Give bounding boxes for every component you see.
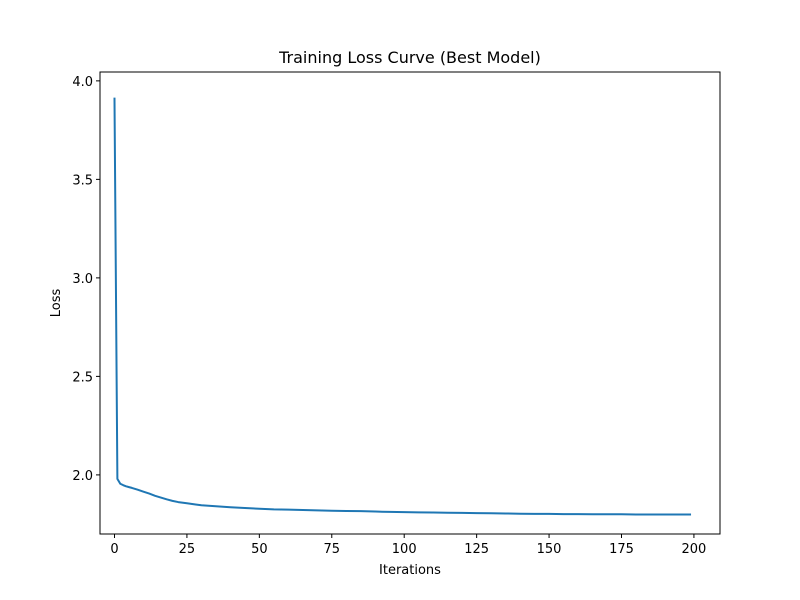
loss-series-line [113, 97, 692, 516]
x-tick-label: 100 [392, 542, 417, 557]
x-tick-label: 150 [537, 542, 562, 557]
x-tick-label: 200 [682, 542, 707, 557]
y-tick-label: 2.5 [72, 370, 93, 385]
y-tick-label: 4.0 [72, 75, 93, 90]
x-tick-label: 75 [324, 542, 341, 557]
x-tick-label: 25 [179, 542, 196, 557]
y-tick-label: 3.0 [72, 272, 93, 287]
x-tick-label: 125 [464, 542, 489, 557]
x-tick-label: 0 [110, 542, 118, 557]
x-tick-label: 50 [251, 542, 268, 557]
x-axis-ticks: 0 25 50 75 100 125 150 175 200 [110, 534, 706, 557]
plot-area [113, 97, 692, 516]
plot-frame [99, 71, 721, 535]
x-tick-label: 175 [609, 542, 634, 557]
x-axis-label: Iterations [379, 563, 441, 578]
y-axis-ticks: 2.0 2.5 3.0 3.5 4.0 [72, 75, 100, 484]
y-axis-label: Loss [49, 289, 64, 318]
chart-title: Training Loss Curve (Best Model) [278, 48, 541, 67]
y-tick-label: 3.5 [72, 173, 93, 188]
y-tick-label: 2.0 [72, 469, 93, 484]
